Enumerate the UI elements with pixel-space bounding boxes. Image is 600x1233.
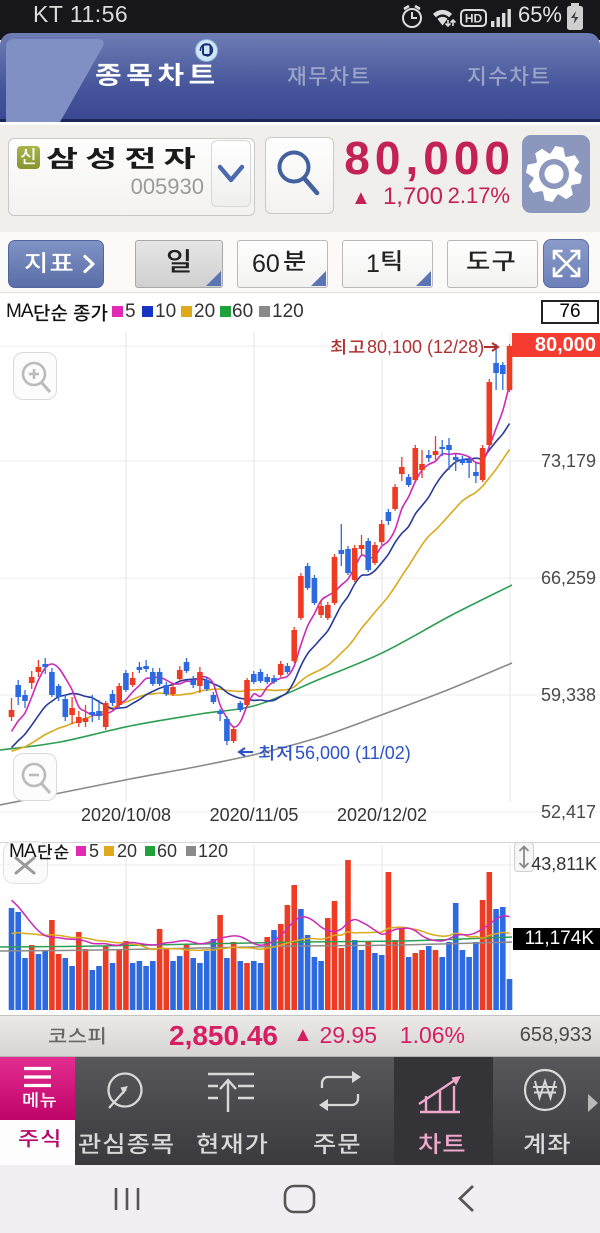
svg-text:HD: HD bbox=[465, 12, 483, 26]
